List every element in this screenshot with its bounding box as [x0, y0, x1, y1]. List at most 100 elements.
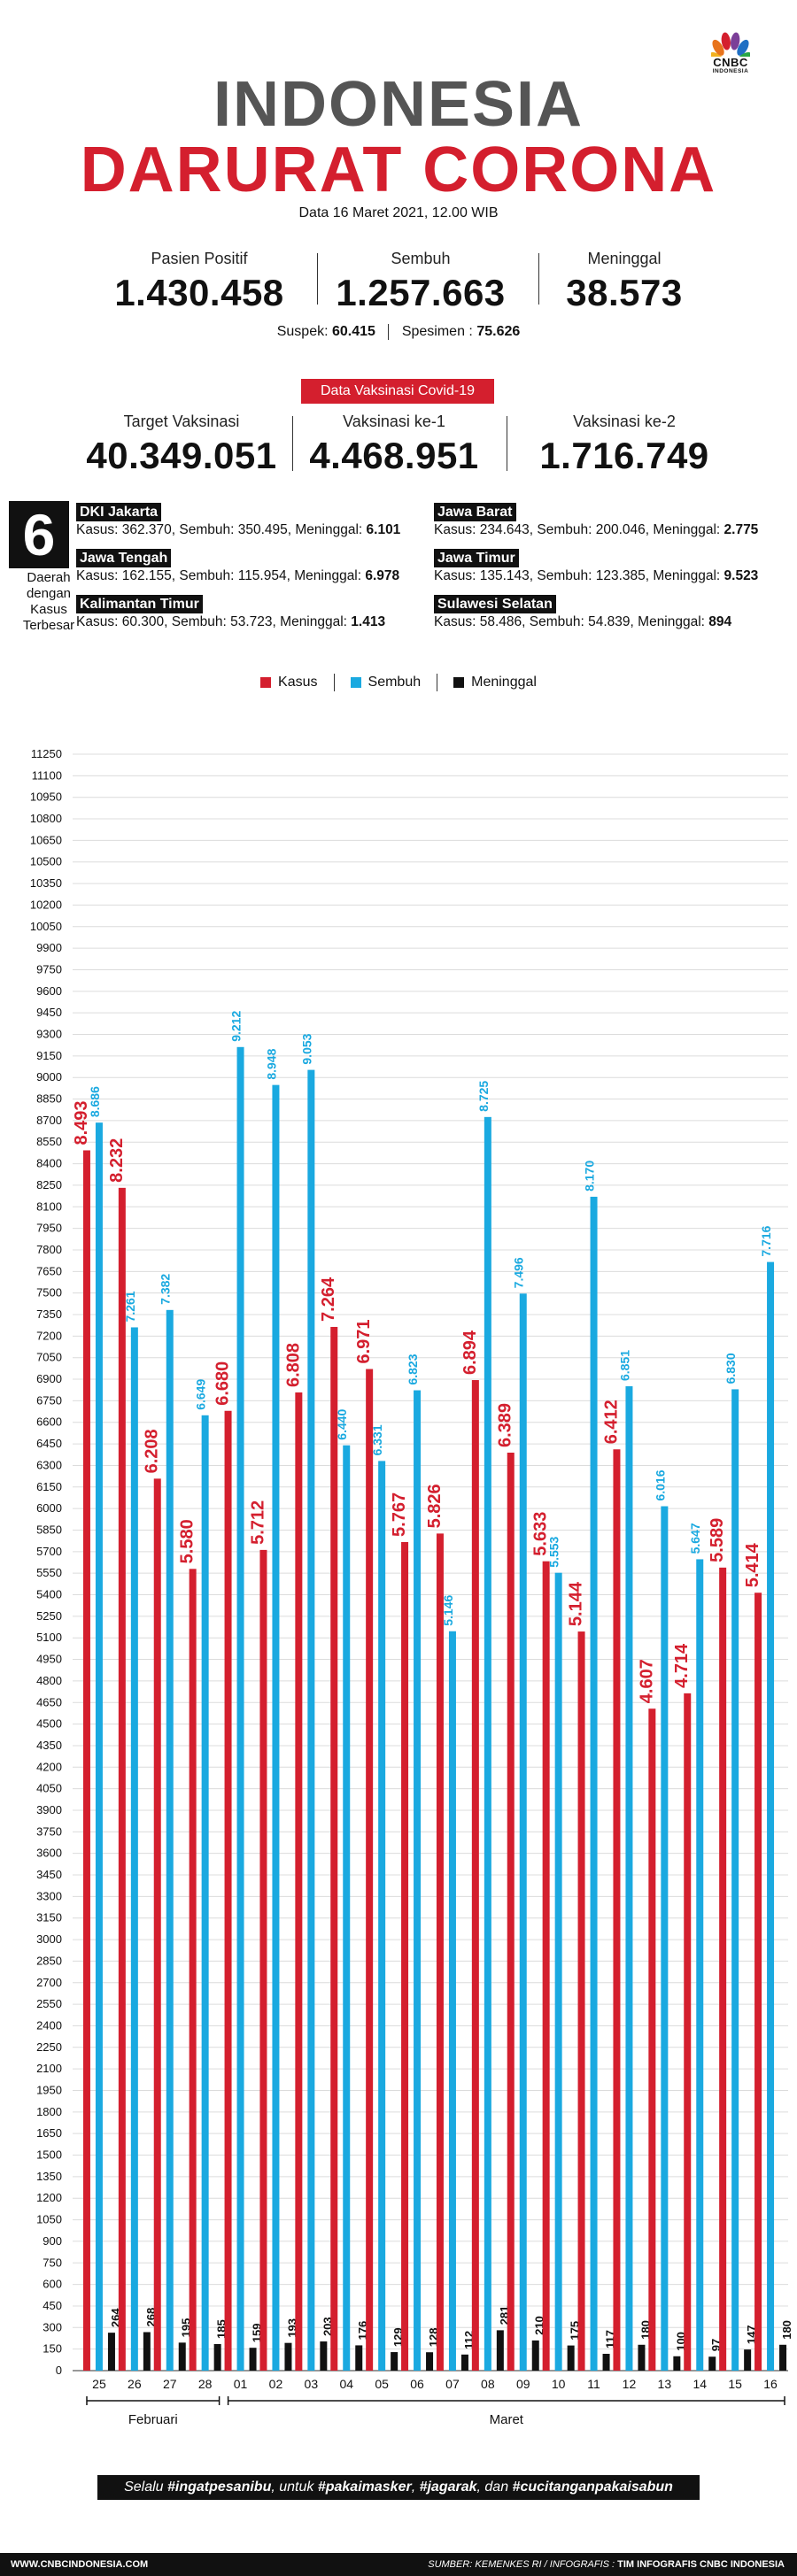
value-kasus: 362.370 [121, 522, 172, 537]
stat-label: Pasien Positif [151, 250, 248, 267]
legend-label: Kasus [278, 675, 318, 690]
value-kasus: 135.143 [479, 568, 530, 583]
legend-swatch [260, 677, 272, 688]
bar-value-label: 6.331 [370, 1424, 384, 1455]
banner-hashtag: #pakaimasker [317, 2480, 412, 2495]
vaccine-target: Target Vaksinasi 40.349.051 [80, 413, 283, 477]
bar-value-label: 5.553 [547, 1536, 561, 1567]
region-item: Sulawesi Selatan Kasus: 58.486, Sembuh: 5… [434, 595, 731, 631]
y-tick-label: 2700 [36, 1976, 62, 1989]
x-tick-label: 13 [658, 2377, 672, 2391]
bar-value-label: 9.212 [229, 1011, 244, 1042]
bar-sembuh [130, 1327, 138, 2371]
bar-value-label: 5.633 [531, 1512, 551, 1556]
bar-meninggal [284, 2342, 292, 2371]
x-tick-label: 27 [163, 2377, 177, 2391]
bar-meninggal [213, 2343, 221, 2371]
y-tick-label: 5400 [36, 1588, 62, 1601]
footer: WWW.CNBCINDONESIA.COM SUMBER: KEMENKES R… [0, 2553, 797, 2576]
banner-hashtag: #cucitanganpakaisabun [512, 2480, 673, 2495]
region-item: Jawa Tengah Kasus: 162.155, Sembuh: 115.9… [76, 549, 399, 585]
bar-value-label: 6.016 [653, 1469, 667, 1500]
bar-chart: 0 150 300 450 600 750 900 1050 1200 1350 1500 1650 1… [30, 747, 793, 2427]
value-kasus: 60.300 [121, 614, 165, 629]
y-tick-label: 4350 [36, 1739, 62, 1752]
region-name: Sulawesi Selatan [434, 595, 556, 613]
stat-value: 4.468.951 [309, 435, 479, 476]
region-name: Kalimantan Timur [76, 595, 203, 613]
x-tick-label: 28 [198, 2377, 213, 2391]
x-tick-label: 15 [728, 2377, 742, 2391]
y-tick-label: 4050 [36, 1782, 62, 1795]
y-tick-label: 3900 [36, 1803, 62, 1816]
label-kasus: Kasus: [76, 522, 119, 537]
bar-value-label: 8.686 [88, 1086, 102, 1117]
stat-recovered: Sembuh 1.257.663 [319, 250, 522, 314]
bar-meninggal [708, 2356, 716, 2371]
logo-text: CNBC [713, 56, 748, 69]
stat-label: Meninggal [587, 250, 662, 267]
y-tick-label: 2850 [36, 1954, 62, 1967]
y-tick-label: 9750 [36, 962, 62, 976]
y-tick-label: 8400 [36, 1157, 62, 1170]
value-meninggal: 9.523 [723, 568, 759, 583]
bar-value-label: 6.823 [406, 1354, 420, 1384]
label-sembuh: Sembuh: [179, 522, 235, 537]
bar-value-label: 9.053 [299, 1033, 313, 1064]
y-tick-label: 600 [43, 2278, 62, 2291]
bar-value-label: 5.647 [688, 1523, 702, 1554]
label-meninggal: Meninggal: [294, 568, 362, 583]
banner-text: , dan [476, 2480, 513, 2495]
bar-meninggal [178, 2342, 186, 2371]
bar-meninggal [320, 2341, 328, 2371]
y-tick-label: 7350 [36, 1307, 62, 1321]
month-label: Maret [490, 2412, 524, 2427]
bar-kasus [754, 1593, 762, 2371]
label-sembuh: Sembuh: [537, 522, 592, 537]
y-tick-label: 7800 [36, 1243, 62, 1256]
y-tick-label: 7500 [36, 1286, 62, 1300]
y-tick-label: 900 [43, 2234, 62, 2248]
x-tick-label: 05 [375, 2377, 389, 2391]
x-tick-label: 09 [516, 2377, 530, 2391]
x-tick-label: 14 [693, 2377, 707, 2391]
chart-legend: Kasus Sembuh Meninggal [0, 673, 797, 692]
value-sembuh: 123.385 [595, 568, 646, 583]
y-tick-label: 9450 [36, 1006, 62, 1019]
bar-value-label: 8.170 [583, 1161, 597, 1192]
bar-sembuh [731, 1389, 739, 2371]
bar-value-label: 6.649 [194, 1379, 208, 1410]
y-tick-label: 300 [43, 2320, 62, 2333]
y-tick-label: 11250 [31, 747, 62, 760]
stat-label: Target Vaksinasi [123, 413, 240, 430]
y-tick-label: 9300 [36, 1028, 62, 1041]
bar-value-label: 7.264 [319, 1276, 338, 1322]
bar-meninggal [107, 2333, 115, 2371]
stat-label: Sembuh [391, 250, 451, 267]
bar-sembuh [236, 1046, 244, 2371]
bar-sembuh [767, 1261, 775, 2371]
footer-site: WWW.CNBCINDONESIA.COM [11, 2559, 149, 2570]
label-kasus: Kasus: [434, 522, 476, 537]
y-tick-label: 3600 [36, 1847, 62, 1860]
bar-kasus [542, 1561, 550, 2371]
y-tick-label: 6150 [36, 1480, 62, 1493]
bar-kasus [82, 1150, 90, 2371]
legend-label: Sembuh [368, 675, 422, 690]
region-name: Jawa Tengah [76, 549, 172, 567]
bar-meninggal [531, 2340, 539, 2371]
y-tick-label: 7200 [36, 1329, 62, 1342]
bar-meninggal [567, 2345, 575, 2371]
banner-hashtag: #jagarak [419, 2480, 477, 2495]
label-meninggal: Meninggal: [653, 522, 721, 537]
month-label: Februari [128, 2412, 178, 2427]
legend-item-meninggal: Meninggal [453, 675, 537, 690]
bar-sembuh [166, 1309, 174, 2371]
region-item: Jawa Barat Kasus: 234.643, Sembuh: 200.04… [434, 503, 758, 539]
y-tick-label: 2550 [36, 1997, 62, 2010]
divider [538, 253, 539, 305]
bar-kasus [684, 1693, 692, 2371]
x-tick-label: 10 [552, 2377, 566, 2391]
region-detail: Kasus: 135.143, Sembuh: 123.385, Meningg… [434, 568, 759, 583]
x-tick-label: 07 [445, 2377, 460, 2391]
